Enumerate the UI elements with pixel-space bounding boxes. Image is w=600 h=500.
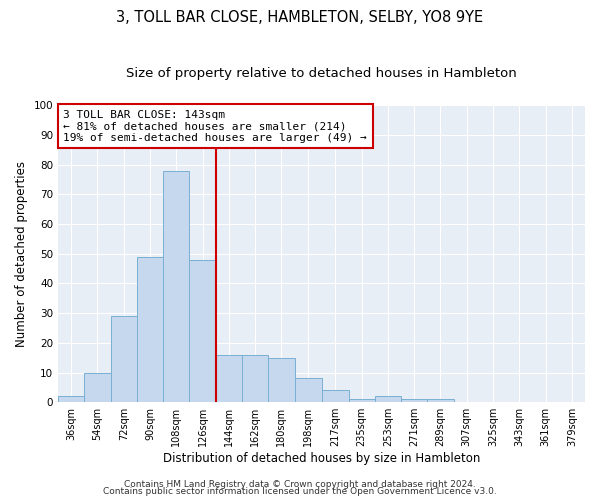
- Bar: [110, 316, 137, 402]
- Bar: [349, 399, 375, 402]
- X-axis label: Distribution of detached houses by size in Hambleton: Distribution of detached houses by size …: [163, 452, 480, 465]
- Title: Size of property relative to detached houses in Hambleton: Size of property relative to detached ho…: [126, 68, 517, 80]
- Bar: [295, 378, 322, 402]
- Bar: [242, 354, 268, 402]
- Bar: [215, 354, 242, 402]
- Bar: [322, 390, 349, 402]
- Bar: [401, 399, 427, 402]
- Y-axis label: Number of detached properties: Number of detached properties: [15, 160, 28, 346]
- Bar: [427, 399, 454, 402]
- Text: 3, TOLL BAR CLOSE, HAMBLETON, SELBY, YO8 9YE: 3, TOLL BAR CLOSE, HAMBLETON, SELBY, YO8…: [116, 10, 484, 25]
- Bar: [58, 396, 85, 402]
- Bar: [137, 256, 163, 402]
- Text: 3 TOLL BAR CLOSE: 143sqm
← 81% of detached houses are smaller (214)
19% of semi-: 3 TOLL BAR CLOSE: 143sqm ← 81% of detach…: [64, 110, 367, 143]
- Bar: [268, 358, 295, 402]
- Text: Contains public sector information licensed under the Open Government Licence v3: Contains public sector information licen…: [103, 487, 497, 496]
- Bar: [375, 396, 401, 402]
- Bar: [190, 260, 215, 402]
- Bar: [163, 170, 190, 402]
- Text: Contains HM Land Registry data © Crown copyright and database right 2024.: Contains HM Land Registry data © Crown c…: [124, 480, 476, 489]
- Bar: [85, 372, 110, 402]
